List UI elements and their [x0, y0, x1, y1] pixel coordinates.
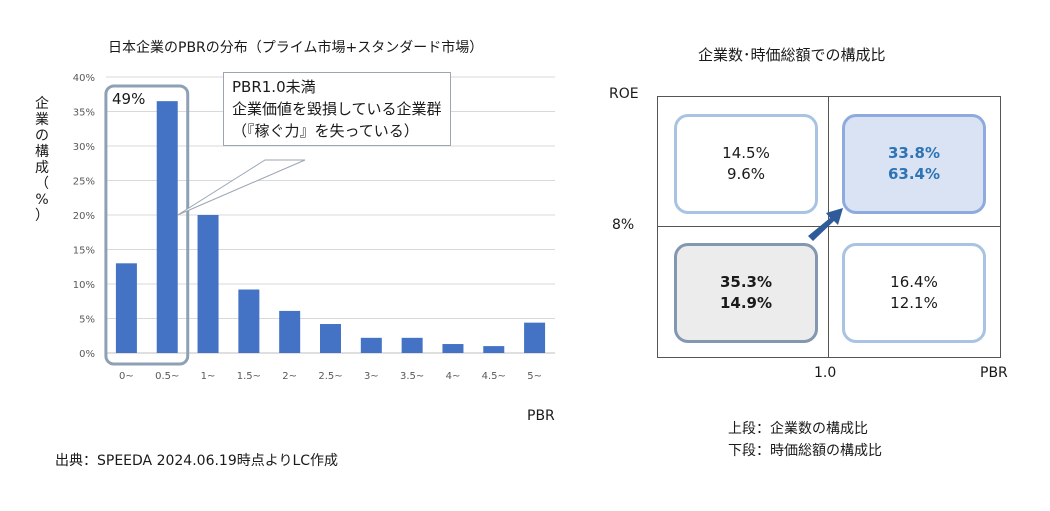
- quadrant-top-left: 14.5% 9.6%: [674, 114, 818, 214]
- x-tick-label: 2.5~: [318, 371, 342, 382]
- y-tick-label: 5%: [79, 315, 95, 326]
- quadrant-market-cap-share: 63.4%: [887, 165, 941, 183]
- x-tick-label: 3.5~: [400, 371, 424, 382]
- y-tick-label: 25%: [73, 177, 95, 188]
- bar: [156, 101, 178, 354]
- matrix-y-axis-label: ROE: [609, 86, 639, 102]
- y-tick-label: 40%: [73, 73, 95, 84]
- matrix-y-threshold-label: 8%: [612, 217, 635, 233]
- matrix-x-threshold-label: 1.0: [814, 365, 837, 381]
- source-note: 出典：SPEEDA 2024.06.19時点よりLC作成: [55, 453, 339, 469]
- bar-chart-x-axis-label: PBR: [527, 408, 555, 424]
- y-tick-label: 15%: [73, 246, 95, 257]
- bar: [360, 337, 382, 353]
- x-tick-label: 1~: [201, 371, 216, 382]
- quadrant-company-share: 14.5%: [722, 144, 770, 162]
- bar: [115, 263, 137, 353]
- quadrant-company-share: 16.4%: [890, 273, 938, 291]
- bar-chart-plot: 0% 5% 10% 15% 20% 25% 30% 35% 40% 0~ 0.5~ 1~ 1.5~ 2~ 2…: [73, 73, 555, 382]
- y-axis-label-char: ）: [35, 208, 49, 224]
- x-tick-label: 4~: [446, 371, 461, 382]
- matrix-x-axis-label: PBR: [980, 365, 1008, 381]
- y-axis-label-char: 業: [35, 112, 49, 128]
- matrix-legend: 上段：企業数の構成比 下段：時価総額の構成比: [728, 418, 882, 462]
- bar: [483, 346, 505, 353]
- annotation-line: （『稼ぐ力』を失っている）: [232, 122, 419, 140]
- improvement-arrow-icon: [808, 208, 843, 241]
- bar: [401, 337, 423, 353]
- annotation-line: PBR1.0未満: [232, 78, 316, 96]
- quadrant-bottom-left: 35.3% 14.9%: [674, 243, 818, 343]
- bar: [320, 324, 341, 353]
- y-axis-label-char: %: [35, 192, 49, 208]
- bar-chart-y-axis-label: 企 業 の 構 成 （ % ）: [34, 96, 50, 224]
- x-tick-label: 4.5~: [482, 371, 506, 382]
- legend-upper-row: 上段：企業数の構成比: [728, 421, 868, 437]
- y-tick-label: 10%: [73, 280, 95, 291]
- pbr-below-one-highlight-box: [104, 84, 190, 366]
- x-tick-label: 5~: [527, 371, 542, 382]
- bar: [197, 215, 219, 353]
- y-axis-label-char: （: [35, 176, 49, 192]
- matrix-horizontal-divider: [657, 226, 1000, 227]
- legend-lower-row: 下段：時価総額の構成比: [728, 443, 882, 459]
- quadrant-market-cap-share: 12.1%: [890, 294, 938, 312]
- x-tick-label: 1.5~: [237, 371, 261, 382]
- quadrant-company-share: 35.3%: [719, 273, 773, 291]
- y-tick-label: 0%: [79, 349, 95, 360]
- callout-pointer: [177, 159, 306, 216]
- quadrant-top-right: 33.8% 63.4%: [842, 114, 986, 214]
- annotation-line: 企業価値を毀損している企業群: [232, 100, 442, 118]
- bar: [279, 310, 301, 353]
- y-tick-label: 35%: [73, 108, 95, 119]
- y-axis-label-char: 構: [35, 144, 49, 160]
- x-tick-label: 3~: [364, 371, 379, 382]
- y-axis-label-char: の: [35, 128, 49, 144]
- pbr-annotation-callout: PBR1.0未満 企業価値を毀損している企業群 （『稼ぐ力』を失っている）: [223, 72, 451, 146]
- quadrant-company-share: 33.8%: [887, 144, 941, 162]
- y-tick-label: 20%: [73, 211, 95, 222]
- matrix-title: 企業数･時価総額での構成比: [698, 46, 886, 64]
- y-axis-label-char: 企: [35, 96, 49, 112]
- matrix-vertical-divider: [828, 96, 829, 358]
- bar: [524, 322, 546, 353]
- x-tick-label: 2~: [282, 371, 297, 382]
- quadrant-market-cap-share: 14.9%: [719, 294, 773, 312]
- x-tick-label: 0.5~: [155, 371, 179, 382]
- quadrant-bottom-right: 16.4% 12.1%: [842, 243, 986, 343]
- matrix-frame: [657, 96, 1001, 358]
- x-tick-label: 0~: [119, 371, 134, 382]
- highlight-percentage-label: 49%: [112, 90, 146, 108]
- bar: [238, 289, 260, 353]
- bar: [442, 344, 464, 353]
- bar-chart-title: 日本企業のPBRの分布（プライム市場+スタンダード市場）: [108, 40, 484, 56]
- y-axis-label-char: 成: [35, 160, 49, 176]
- y-tick-label: 30%: [73, 142, 95, 153]
- quadrant-market-cap-share: 9.6%: [726, 165, 766, 183]
